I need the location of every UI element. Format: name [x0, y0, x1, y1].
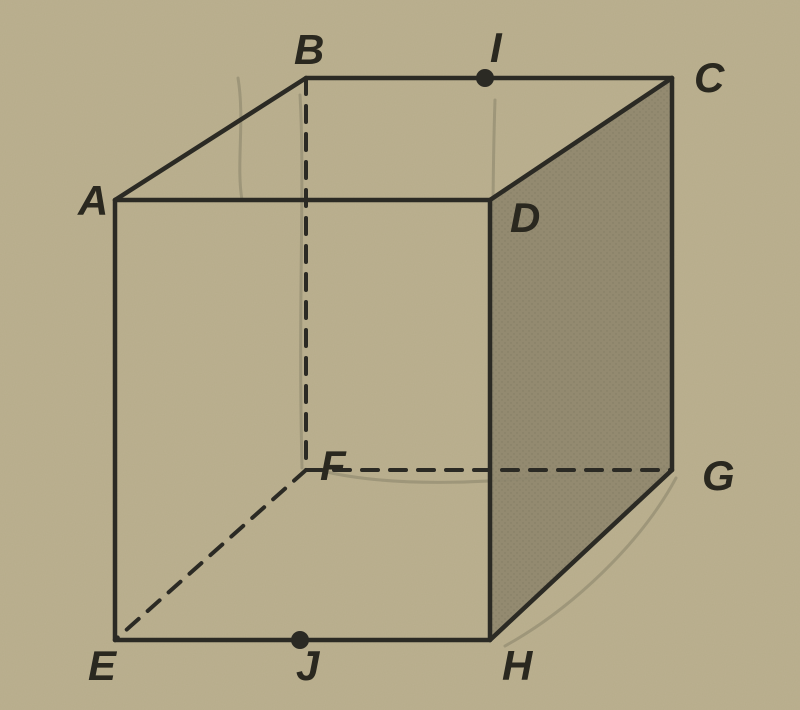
label-A: A: [77, 177, 108, 224]
label-J: J: [296, 642, 321, 689]
label-H: H: [502, 642, 534, 689]
label-F: F: [320, 442, 347, 489]
cube-diagram: A B C D E F G H I J: [0, 0, 800, 710]
label-I: I: [490, 24, 503, 71]
label-E: E: [88, 642, 118, 689]
label-B: B: [294, 26, 324, 73]
label-G: G: [702, 452, 735, 499]
paper-texture: [0, 0, 800, 710]
label-C: C: [694, 54, 725, 101]
pencil-scribble: [300, 95, 302, 468]
label-D: D: [510, 194, 540, 241]
point-I: [476, 69, 494, 87]
